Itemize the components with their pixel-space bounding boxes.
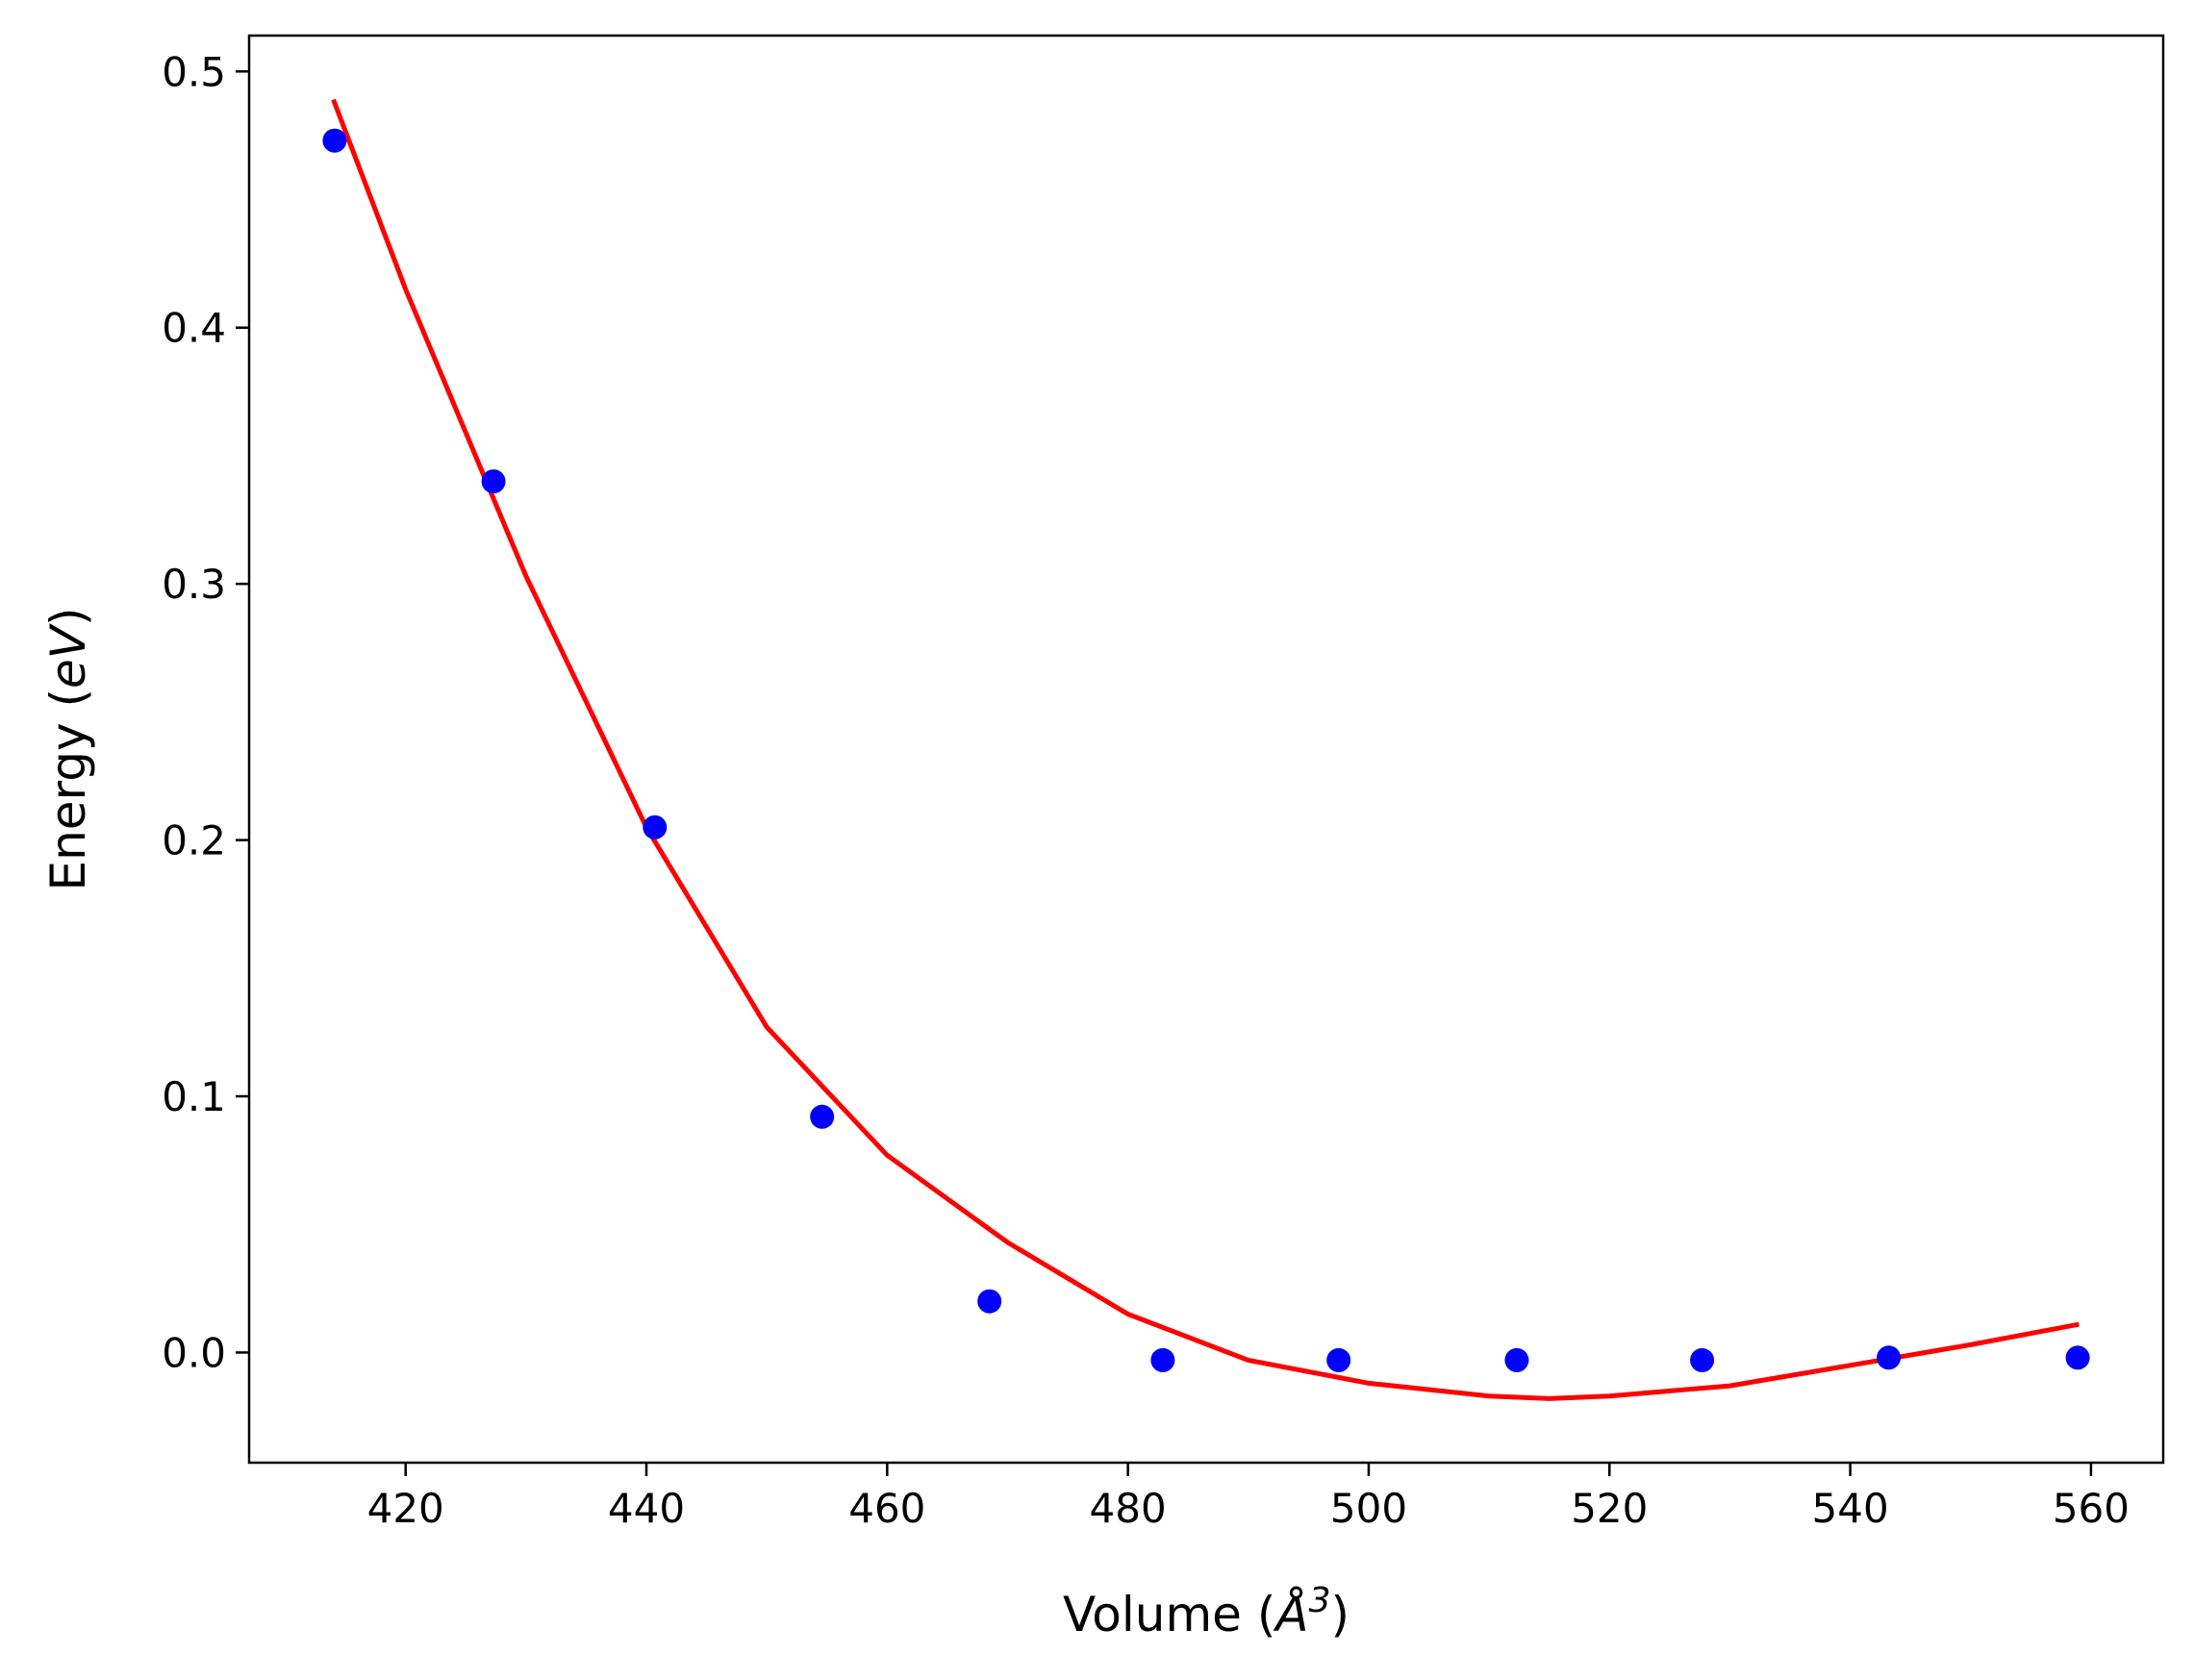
y-tick-label: 0.4	[162, 305, 226, 352]
y-axis-label: Energy (eV)	[40, 608, 96, 891]
y-tick-label: 0.1	[162, 1073, 226, 1120]
plot-frame	[247, 34, 2165, 1465]
data-point	[2065, 1345, 2090, 1370]
y-tick-label: 0.5	[162, 48, 226, 95]
data-point	[1150, 1347, 1175, 1372]
plot-content	[322, 98, 2090, 1401]
y-axis-ticks: 0.0 0.1 0.2 0.3 0.4 0.5	[162, 48, 249, 1376]
data-point	[481, 469, 506, 494]
y-tick-label: 0.3	[162, 561, 226, 608]
x-tick-label: 440	[608, 1485, 685, 1532]
x-tick-label: 560	[2053, 1485, 2130, 1532]
x-axis-label: Volume (Å3)	[1063, 1581, 1349, 1642]
x-tick-label: 520	[1571, 1485, 1648, 1532]
data-point	[810, 1104, 835, 1129]
x-tick-label: 420	[367, 1485, 444, 1532]
data-point	[643, 815, 668, 840]
data-point	[1504, 1347, 1529, 1372]
data-point	[1690, 1347, 1715, 1372]
data-point	[322, 128, 347, 153]
y-tick-label: 0.2	[162, 817, 226, 865]
x-tick-label: 460	[848, 1485, 925, 1532]
fit-curve-line	[331, 98, 2080, 1401]
x-tick-label: 540	[1812, 1485, 1889, 1532]
y-tick-label: 0.0	[162, 1329, 226, 1376]
data-point	[1877, 1345, 1902, 1370]
x-tick-label: 500	[1330, 1485, 1407, 1532]
data-point	[977, 1289, 1002, 1314]
x-axis-ticks: 420 440 460 480 500 520 540 560	[367, 1463, 2130, 1532]
data-point	[1326, 1347, 1351, 1372]
x-tick-label: 480	[1090, 1485, 1167, 1532]
